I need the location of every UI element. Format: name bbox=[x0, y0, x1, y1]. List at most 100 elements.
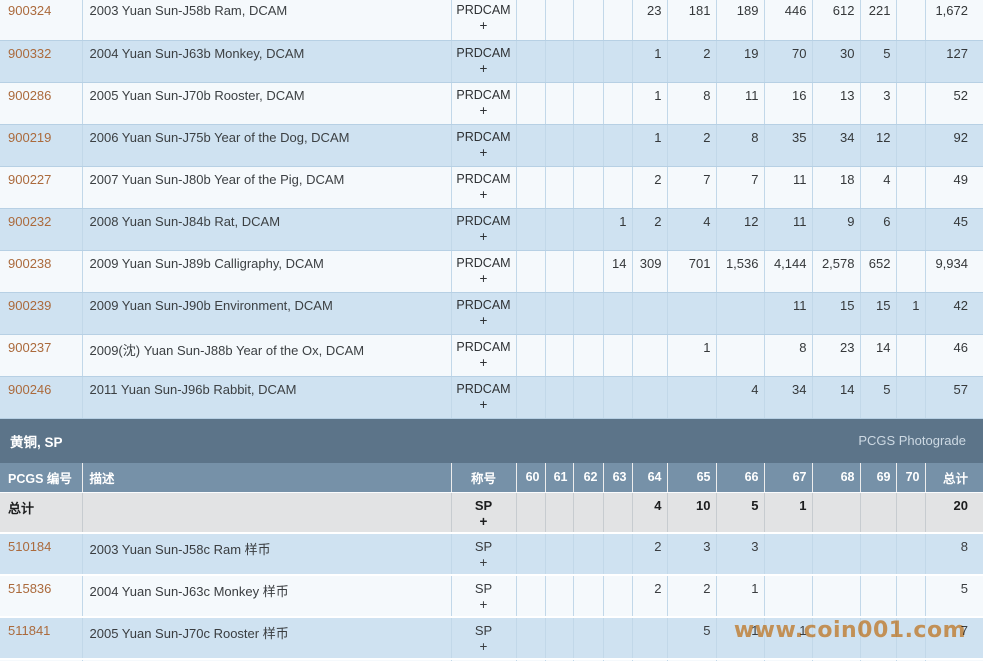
grade-cell bbox=[545, 659, 574, 661]
coin-description: 2003 Yuan Sun-J58c Ram 样币 bbox=[82, 533, 452, 576]
designation-label: PRDCAM bbox=[456, 3, 511, 17]
total-cell: 49 bbox=[925, 166, 983, 209]
pcgs-number-cell: 900227 bbox=[0, 166, 83, 209]
designation-label: PRDCAM bbox=[456, 297, 511, 312]
grade-cell bbox=[603, 617, 633, 660]
table-row: 900324 2003 Yuan Sun-J58b Ram, DCAM PRDC… bbox=[0, 0, 983, 41]
plus-designation: + bbox=[479, 270, 488, 286]
coin-description: 2008 Yuan Sun-J84b Rat, DCAM bbox=[82, 208, 452, 251]
grade-cell bbox=[573, 208, 604, 251]
grade-cell bbox=[603, 166, 633, 209]
grade-cell bbox=[545, 617, 574, 660]
grade-cell bbox=[516, 533, 546, 576]
grade-cell bbox=[573, 376, 604, 419]
coin-description: 2006 Yuan Sun-J75b Year of the Dog, DCAM bbox=[82, 124, 452, 167]
pcgs-number-link[interactable]: 511841 bbox=[8, 623, 51, 638]
grade-cell bbox=[667, 292, 717, 335]
pcgs-number-cell: 900238 bbox=[0, 250, 83, 293]
col-header-grade: 67 bbox=[764, 462, 813, 493]
grade-cell bbox=[896, 533, 926, 576]
coin-description: 2007 Yuan Sun-J80b Year of the Pig, DCAM bbox=[82, 166, 452, 209]
table-row: 900219 2006 Yuan Sun-J75b Year of the Do… bbox=[0, 124, 983, 167]
designation-cell: PRDCAM + bbox=[451, 40, 517, 83]
total-cell: 46 bbox=[925, 334, 983, 377]
table-row: 900332 2004 Yuan Sun-J63b Monkey, DCAM P… bbox=[0, 40, 983, 83]
designation-cell: PRDCAM + bbox=[451, 208, 517, 251]
col-header-grade: 68 bbox=[812, 462, 861, 493]
total-cell: 42 bbox=[925, 292, 983, 335]
pcgs-number-link[interactable]: 900324 bbox=[8, 3, 52, 18]
pcgs-number-link[interactable]: 900332 bbox=[8, 45, 52, 61]
pcgs-photograde-link[interactable]: PCGS Photograde bbox=[858, 433, 966, 448]
grade-cell bbox=[603, 533, 633, 576]
pcgs-number-link[interactable]: 900238 bbox=[8, 255, 52, 271]
pcgs-number-link[interactable]: 900227 bbox=[8, 171, 52, 187]
total-cell bbox=[925, 659, 983, 661]
grade-cell bbox=[545, 493, 574, 534]
totals-label: 总计 bbox=[8, 501, 35, 516]
grade-cell: 14 bbox=[860, 334, 897, 377]
pcgs-number-link[interactable]: 900286 bbox=[8, 87, 52, 103]
grade-cell bbox=[545, 0, 574, 41]
designation-label: SP bbox=[474, 623, 493, 638]
grade-cell: 1 bbox=[632, 124, 668, 167]
coin-description: 2005 Yuan Sun-J70b Rooster, DCAM bbox=[82, 82, 452, 125]
designation-label: PRDCAM bbox=[456, 87, 511, 102]
pcgs-number-link[interactable]: 900219 bbox=[8, 129, 52, 145]
grade-cell: 701 bbox=[667, 250, 717, 293]
grade-cell: 2 bbox=[632, 208, 668, 251]
pcgs-number-link[interactable]: 900237 bbox=[8, 339, 52, 355]
totals-row: 总计 SP + 4 10 5 1 20 bbox=[0, 493, 983, 534]
pcgs-number-link[interactable]: 515836 bbox=[8, 581, 52, 596]
designation-label: PRDCAM bbox=[456, 339, 511, 354]
designation-cell: PRDCAM + bbox=[451, 292, 517, 335]
grade-cell bbox=[545, 82, 574, 125]
grade-cell: 1 bbox=[764, 617, 813, 660]
designation-label: PRDCAM bbox=[456, 171, 511, 186]
coin-description: 2003 Yuan Sun-J58b Ram, DCAM bbox=[82, 0, 452, 41]
grade-cell bbox=[896, 124, 926, 167]
plus-designation: + bbox=[479, 555, 488, 570]
grade-cell: 1 bbox=[632, 40, 668, 83]
grade-cell bbox=[860, 659, 897, 661]
col-header-grade: 66 bbox=[716, 462, 765, 493]
grade-cell: 4 bbox=[667, 208, 717, 251]
pcgs-number-link[interactable]: 510184 bbox=[8, 539, 52, 554]
col-header-grade: 61 bbox=[545, 462, 574, 493]
pcgs-number-cell: 900286 bbox=[0, 82, 83, 125]
grade-cell: 1 bbox=[632, 82, 668, 125]
grade-cell: 34 bbox=[764, 376, 813, 419]
pcgs-number-link[interactable]: 900246 bbox=[8, 381, 52, 397]
col-header-pcgs-number: PCGS 编号 bbox=[0, 462, 83, 493]
grade-cell bbox=[603, 40, 633, 83]
grade-cell: 16 bbox=[764, 82, 813, 125]
grade-cell: 2 bbox=[667, 575, 717, 618]
plus-designation: + bbox=[479, 514, 488, 529]
grade-cell: 1 bbox=[716, 575, 765, 618]
grade-cell bbox=[573, 40, 604, 83]
grade-cell bbox=[896, 0, 926, 41]
grade-cell: 7 bbox=[667, 166, 717, 209]
grade-cell bbox=[896, 575, 926, 618]
grade-cell bbox=[603, 292, 633, 335]
grade-cell bbox=[896, 82, 926, 125]
grade-cell bbox=[545, 208, 574, 251]
grade-cell bbox=[764, 575, 813, 618]
grade-cell bbox=[603, 82, 633, 125]
grade-cell bbox=[573, 250, 604, 293]
grade-cell: 1 bbox=[716, 617, 765, 660]
plus-designation: + bbox=[479, 228, 488, 244]
grade-cell: 8 bbox=[716, 124, 765, 167]
pcgs-number-link[interactable]: 900239 bbox=[8, 297, 52, 313]
designation-cell: SP + bbox=[451, 493, 517, 534]
grade-cell bbox=[632, 659, 668, 661]
grade-cell: 14 bbox=[812, 376, 861, 419]
designation-cell bbox=[451, 659, 517, 661]
total-cell: 52 bbox=[925, 82, 983, 125]
pcgs-number-link[interactable]: 900232 bbox=[8, 213, 52, 229]
coin-description: 2009 Yuan Sun-J89b Calligraphy, DCAM bbox=[82, 250, 452, 293]
section-title: 黄铜, SP bbox=[10, 434, 63, 450]
grade-cell: 652 bbox=[860, 250, 897, 293]
grade-cell bbox=[896, 166, 926, 209]
